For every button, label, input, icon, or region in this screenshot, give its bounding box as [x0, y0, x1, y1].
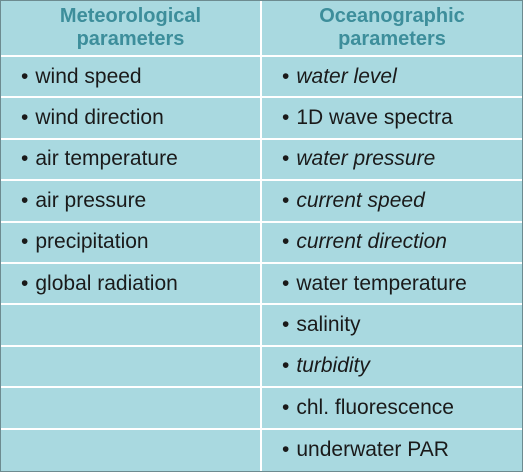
- header-cell: Meteorological parameters: [1, 1, 262, 57]
- bullet: •: [282, 354, 290, 378]
- table-cell: • precipitation: [1, 222, 262, 264]
- table-cell: [1, 346, 262, 389]
- table-cell: • global radiation: [1, 264, 262, 306]
- bullet: •: [282, 438, 290, 462]
- table-cell: • air pressure: [1, 181, 262, 223]
- table-cell: • turbidity: [262, 347, 522, 389]
- table-cell: • current speed: [262, 181, 522, 223]
- table-cell: • water temperature: [262, 264, 522, 306]
- table-cell: • salinity: [262, 305, 522, 347]
- table-cell: • wind direction: [1, 98, 262, 140]
- item-text: water temperature: [296, 271, 467, 295]
- bullet: •: [21, 64, 29, 88]
- bullet: •: [282, 106, 290, 130]
- item-text: current direction: [296, 230, 447, 254]
- bullet: •: [282, 147, 290, 171]
- bullet: •: [21, 271, 29, 295]
- item-text: water level: [296, 64, 397, 88]
- item-text: wind speed: [35, 64, 142, 88]
- item-text: air temperature: [35, 147, 178, 171]
- bullet: •: [282, 395, 290, 419]
- item-text: turbidity: [296, 354, 370, 378]
- table-cell: • air temperature: [1, 139, 262, 182]
- table-cell: • chl. fluorescence: [262, 388, 522, 430]
- item-text: wind direction: [35, 106, 164, 130]
- bullet: •: [282, 313, 290, 337]
- table-cell: • water pressure: [262, 140, 522, 182]
- table-cell: • underwater PAR: [262, 430, 522, 471]
- bullet: •: [282, 230, 290, 254]
- item-text: current speed: [296, 188, 425, 212]
- item-text: air pressure: [35, 188, 147, 212]
- item-text: 1D wave spectra: [296, 106, 453, 130]
- table-cell: [1, 305, 262, 347]
- item-text: chl. fluorescence: [296, 395, 454, 419]
- bullet: •: [282, 271, 290, 295]
- bullet: •: [21, 147, 29, 171]
- item-text: precipitation: [35, 230, 149, 254]
- item-text: underwater PAR: [296, 438, 449, 462]
- bullet: •: [21, 106, 29, 130]
- table-cell: • wind speed: [1, 57, 262, 99]
- table-cell: • water level: [262, 57, 522, 99]
- bullet: •: [21, 230, 29, 254]
- header-cell: Oceanographic parameters: [262, 1, 522, 57]
- table-cell: • 1D wave spectra: [262, 98, 522, 140]
- table-cell: [1, 429, 262, 471]
- item-text: salinity: [296, 313, 361, 337]
- table-cell: • current direction: [262, 223, 522, 264]
- bullet: •: [282, 64, 290, 88]
- item-text: water pressure: [296, 147, 436, 171]
- bullet: •: [282, 188, 290, 212]
- bullet: •: [21, 188, 29, 212]
- table-cell: [1, 388, 262, 430]
- item-text: global radiation: [35, 271, 178, 295]
